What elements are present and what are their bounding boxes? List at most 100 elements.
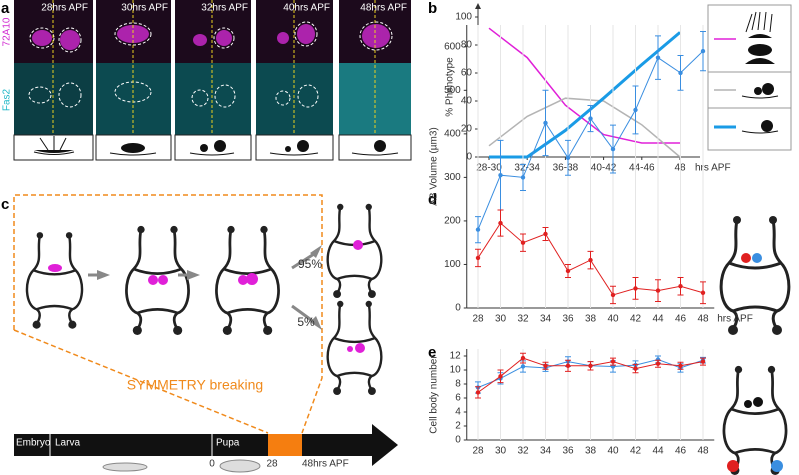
- y-tick-label: 400: [444, 128, 461, 139]
- y-tick-label: 2: [455, 421, 461, 432]
- time: 28: [266, 459, 278, 470]
- point: [498, 173, 503, 178]
- x-tick-label: 38: [585, 314, 597, 325]
- point: [588, 257, 593, 263]
- point: [588, 363, 593, 368]
- panel-label: b: [428, 0, 437, 17]
- x-tick-label: 36: [562, 314, 574, 325]
- stage: Larva: [55, 438, 80, 449]
- panel-label: e: [428, 344, 436, 361]
- x-tick-label: 44-46: [629, 163, 655, 174]
- series-line: [488, 97, 681, 158]
- point: [543, 363, 548, 368]
- point: [475, 227, 481, 232]
- symmetry-diagram: [13, 194, 398, 473]
- x-tick-label: 30: [495, 446, 507, 457]
- x-tick-label: 32-34: [514, 163, 540, 174]
- micrographs: [13, 0, 412, 161]
- point: [633, 286, 638, 291]
- x-tick-label: 48: [697, 314, 709, 325]
- y-axis-label: % Phenotype: [445, 57, 456, 117]
- y-tick-label: 500: [444, 85, 461, 96]
- x-tick-label: 40-42: [591, 163, 617, 174]
- x-tick-label: 40: [607, 314, 619, 325]
- timepoint: 30hrs APF: [121, 3, 168, 14]
- panel-label: a: [1, 0, 10, 17]
- y-tick-label: 0: [455, 435, 461, 446]
- x-tick-label: 28-30: [476, 163, 502, 174]
- point: [610, 359, 616, 364]
- point: [655, 361, 661, 366]
- channel-label: Fas2: [2, 88, 13, 111]
- percentage: 95%: [298, 257, 322, 271]
- point: [588, 116, 593, 121]
- timepoint: 32hrs APF: [201, 3, 248, 14]
- x-axis-label: hrs APF: [717, 314, 753, 325]
- point: [520, 175, 526, 180]
- point: [678, 70, 683, 76]
- point: [520, 355, 526, 361]
- x-tick-label: 34: [540, 446, 552, 457]
- x-tick-label: 36: [562, 446, 574, 457]
- point: [565, 363, 571, 368]
- time: 48hrs APF: [302, 459, 349, 470]
- y-tick-label: 12: [450, 351, 462, 362]
- point: [520, 364, 526, 369]
- y-tick-label: 6: [455, 393, 461, 404]
- point: [655, 288, 661, 293]
- x-tick-label: 44: [652, 446, 664, 457]
- y-tick-label: 10: [450, 365, 462, 376]
- point: [633, 366, 638, 371]
- y-tick-label: 8: [455, 379, 461, 390]
- point: [475, 390, 481, 395]
- panel-label: d: [428, 191, 437, 208]
- y-tick-label: 200: [444, 216, 461, 227]
- x-tick-label: 28: [472, 446, 484, 457]
- point: [498, 220, 503, 226]
- x-tick-label: 34: [540, 314, 552, 325]
- timepoint: 48hrs APF: [360, 3, 407, 14]
- time: 0: [209, 459, 215, 470]
- point: [700, 359, 706, 364]
- caption: SYMMETRY breaking: [127, 377, 263, 393]
- y-axis-label: AB Volume (µm3): [428, 127, 439, 206]
- x-tick-label: 38: [585, 446, 597, 457]
- point: [700, 290, 706, 295]
- point: [633, 107, 638, 113]
- timepoint: 28hrs APF: [41, 3, 88, 14]
- x-tick-label: 32: [517, 314, 529, 325]
- y-tick-label: 100: [455, 12, 472, 23]
- x-tick-label: 42: [630, 314, 642, 325]
- point: [655, 55, 661, 60]
- series-line: [489, 31, 681, 159]
- percentage: 5%: [297, 315, 315, 329]
- x-tick-label: 46: [675, 446, 687, 457]
- point: [678, 363, 683, 368]
- point: [520, 240, 526, 245]
- y-axis-label: Cell body number: [428, 355, 439, 434]
- point: [475, 255, 481, 261]
- point: [610, 146, 616, 152]
- neuron-cartoons: [719, 215, 791, 475]
- y-tick-label: 300: [444, 172, 461, 183]
- series-line: [488, 27, 680, 144]
- y-tick-label: 600: [444, 41, 461, 52]
- x-tick-label: 42: [630, 446, 642, 457]
- x-tick-label: 30: [495, 314, 507, 325]
- x-tick-label: 46: [675, 314, 687, 325]
- x-tick-label: 48: [697, 446, 709, 457]
- y-tick-label: 0: [466, 152, 472, 163]
- y-tick-label: 0: [455, 303, 461, 314]
- point: [543, 120, 548, 126]
- point: [610, 292, 616, 298]
- channel-label: 72A10: [2, 17, 13, 46]
- axis-arrow: [475, 3, 481, 9]
- point: [565, 155, 571, 160]
- x-axis-label: hrs APF: [695, 163, 731, 174]
- stage: Embryo: [16, 438, 51, 449]
- x-tick-label: 32: [517, 446, 529, 457]
- point: [678, 284, 683, 289]
- panel-label: c: [1, 196, 9, 213]
- x-tick-label: 28: [472, 314, 484, 325]
